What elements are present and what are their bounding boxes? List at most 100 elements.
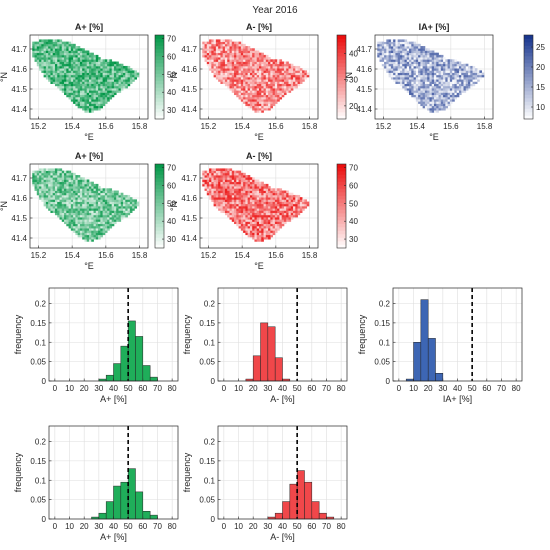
heatmap-cell	[236, 72, 239, 76]
heatmap-cell	[245, 197, 249, 200]
heatmap-cell	[418, 92, 421, 96]
heatmap-cell	[204, 43, 208, 47]
heatmap-cell	[123, 74, 126, 78]
heatmap-cell	[107, 201, 110, 205]
heatmap-cell	[429, 54, 433, 58]
heatmap-cell	[418, 52, 421, 56]
heatmap-cell	[281, 65, 285, 69]
heatmap-cell	[41, 52, 44, 56]
heatmap-cell	[431, 50, 435, 54]
heatmap-cell	[125, 212, 128, 216]
heatmap-cell	[227, 79, 230, 82]
heatmap-cell	[243, 210, 246, 213]
heatmap-cell	[91, 96, 94, 100]
heatmap-cell	[234, 52, 237, 56]
heatmap-cell	[79, 208, 83, 211]
heatmap-cell	[252, 194, 255, 198]
heatmap-cell	[256, 79, 260, 82]
heatmap-cell	[458, 61, 462, 65]
heatmap-cell	[98, 212, 101, 216]
heatmap-cell	[440, 92, 444, 96]
heatmap-cell	[107, 217, 110, 220]
heatmap-cell	[245, 190, 249, 194]
histogram-bar	[311, 501, 320, 520]
heatmap-cell	[427, 72, 430, 76]
heatmap-cell	[384, 59, 387, 62]
heatmap-cell	[57, 52, 60, 56]
heatmap-cell	[461, 81, 464, 84]
colorbar-step	[524, 70, 533, 74]
heatmap-cell	[109, 59, 113, 62]
heatmap-cell	[100, 230, 103, 233]
heatmap-cell	[86, 199, 90, 202]
heatmap-cell	[243, 72, 246, 76]
heatmap-cell	[93, 203, 97, 207]
heatmap-cell	[45, 63, 49, 67]
heatmap-cell	[440, 96, 444, 100]
heatmap-cell	[95, 190, 99, 194]
heatmap-cell	[449, 88, 453, 91]
heatmap-cell	[220, 65, 224, 69]
heatmap-cell	[68, 88, 72, 91]
heatmap-cell	[109, 206, 113, 209]
colorbar-step	[337, 234, 346, 238]
heatmap-cell	[82, 230, 85, 233]
heatmap-cell	[68, 79, 72, 82]
heatmap-cell	[104, 70, 108, 73]
heatmap-cell	[277, 223, 280, 227]
heatmap-cell	[261, 110, 264, 113]
heatmap-cell	[397, 57, 401, 60]
heatmap-cell	[293, 85, 296, 89]
heatmap-cell	[463, 68, 467, 71]
heatmap-cell	[113, 90, 117, 93]
heatmap-cell	[445, 72, 448, 76]
heatmap-cell	[100, 199, 103, 202]
heatmap-cell	[295, 68, 298, 71]
heatmap-cell	[409, 41, 412, 45]
heatmap-cell	[256, 74, 260, 78]
heatmap-cell	[54, 175, 58, 178]
heatmap-cell	[402, 50, 405, 54]
heatmap-cell	[107, 70, 110, 73]
heatmap-cell	[406, 52, 410, 56]
heatmap-cell	[422, 59, 426, 62]
heatmap-cell	[240, 96, 244, 100]
heatmap-cell	[116, 70, 119, 73]
heatmap-cell	[231, 61, 235, 65]
heatmap-cell	[236, 214, 239, 218]
heatmap-cell	[240, 54, 244, 58]
histogram-bar	[260, 322, 269, 382]
heatmap-cell	[247, 57, 251, 60]
heatmap-cell	[118, 214, 122, 218]
heatmap-cell	[116, 199, 119, 202]
heatmap-cell	[411, 77, 414, 80]
heatmap-cell	[73, 175, 76, 178]
heatmap-cell	[445, 77, 448, 80]
heatmap-cell	[388, 48, 392, 51]
heatmap-cell	[431, 83, 435, 87]
heatmap-cell	[461, 72, 464, 76]
heatmap-cell	[123, 197, 126, 200]
heatmap-cell	[424, 50, 428, 54]
heatmap-cell	[66, 172, 69, 176]
heatmap-cell	[64, 197, 67, 200]
heatmap-cell	[429, 72, 433, 76]
heatmap-cell	[454, 92, 458, 96]
heatmap-cell	[268, 199, 271, 202]
heatmap-cell	[218, 170, 221, 174]
heatmap-cell	[402, 46, 405, 49]
heatmap-cell	[272, 63, 276, 67]
heatmap-cell	[395, 46, 399, 49]
heatmap-cell	[120, 217, 124, 220]
heatmap-cell	[84, 208, 88, 211]
heatmap-cell	[411, 46, 414, 49]
axes-frame	[29, 34, 149, 120]
heatmap-cell	[59, 74, 63, 78]
heatmap-cell	[445, 99, 448, 102]
heatmap-cell	[240, 79, 244, 82]
heatmap-cell	[447, 59, 451, 62]
heatmap-cell	[279, 208, 283, 211]
heatmap-cell	[265, 63, 269, 67]
histogram-bar	[413, 342, 422, 382]
heatmap-cell	[59, 172, 63, 176]
